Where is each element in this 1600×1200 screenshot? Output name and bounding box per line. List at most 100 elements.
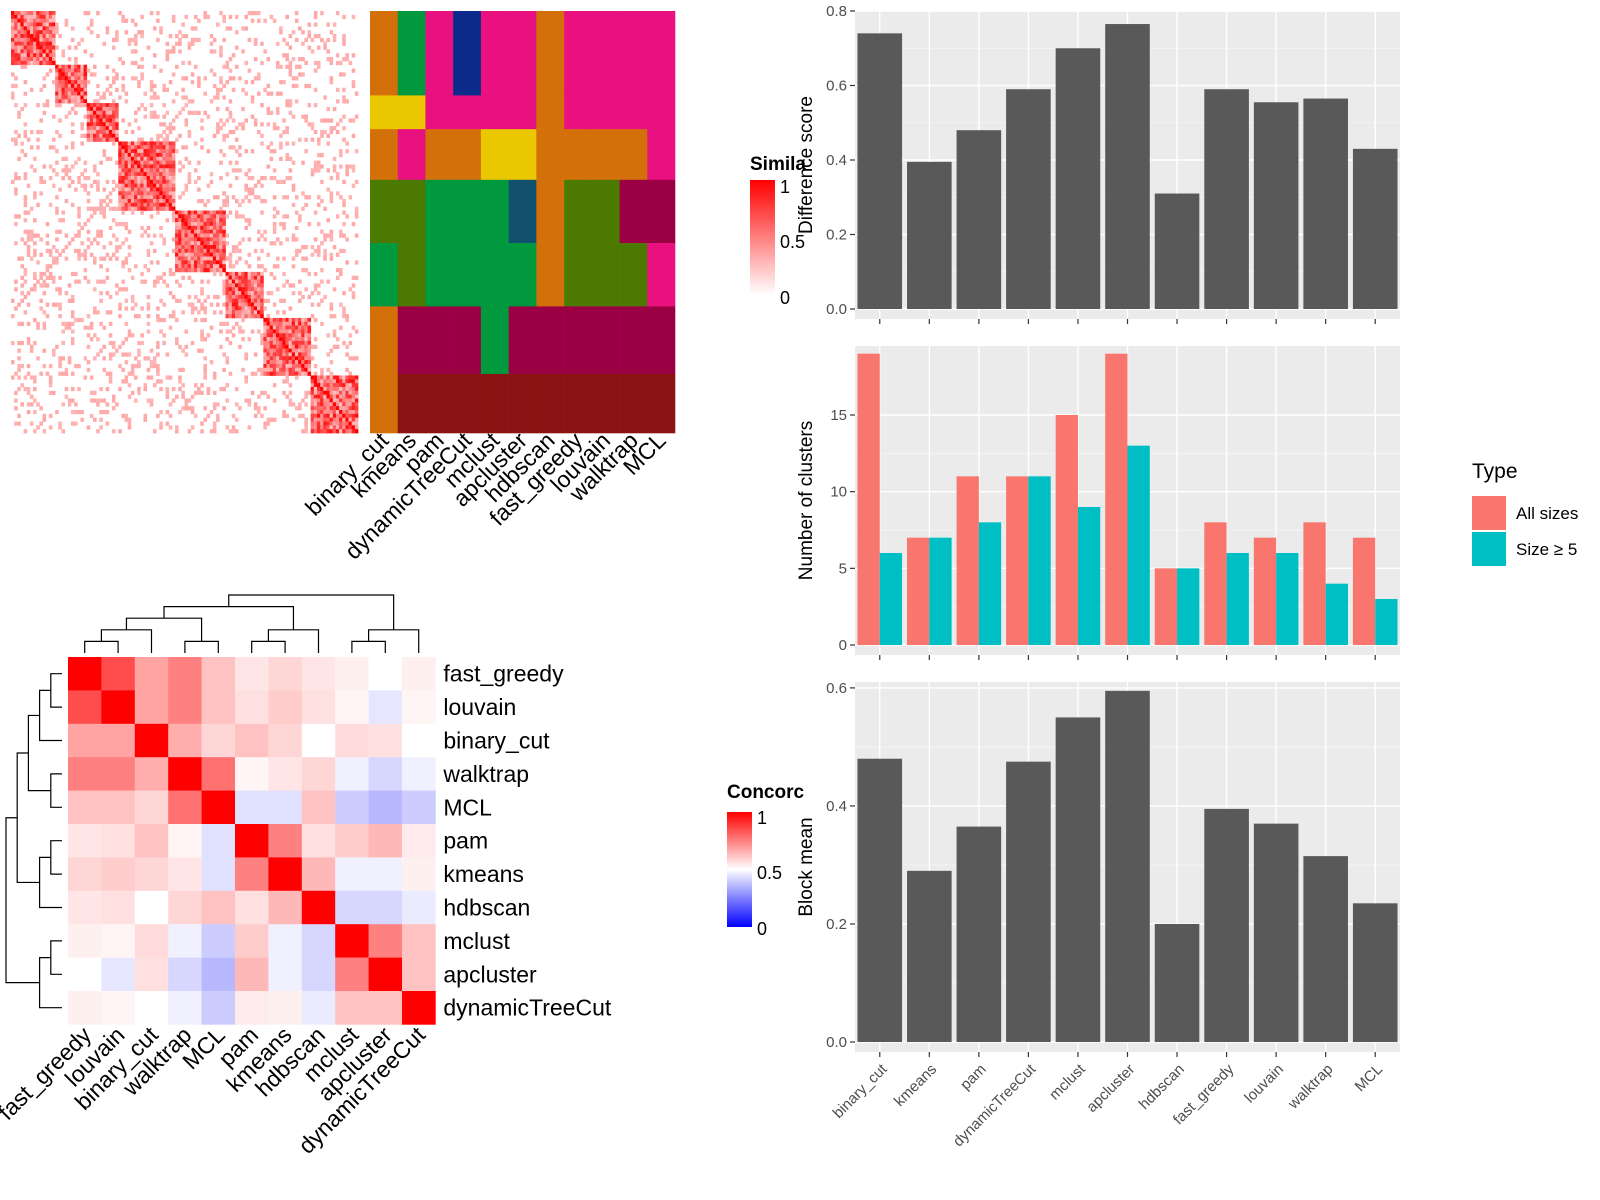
similarity-cell — [320, 402, 324, 407]
similarity-cell — [326, 133, 330, 138]
similarity-cell — [175, 214, 179, 219]
similarity-cell — [42, 14, 47, 20]
similarity-cell — [115, 122, 119, 127]
similarity-cell — [345, 429, 349, 434]
similarity-cell — [48, 49, 53, 54]
similarity-cell — [190, 248, 195, 254]
similarity-cell — [219, 222, 223, 227]
similarity-cell — [266, 325, 271, 330]
similarity-cell — [212, 222, 217, 227]
similarity-cell — [152, 53, 157, 58]
similarity-cell — [238, 344, 242, 349]
similarity-cell — [316, 413, 321, 419]
similarity-cell — [124, 156, 129, 162]
similarity-cell — [146, 252, 151, 257]
concordance-cell — [201, 690, 236, 725]
similarity-cell — [216, 222, 220, 227]
similarity-cell — [219, 53, 223, 58]
similarity-cell — [77, 386, 81, 392]
similarity-cell — [77, 409, 81, 415]
similarity-cell — [162, 141, 166, 146]
similarity-cell — [137, 195, 141, 200]
similarity-cell — [36, 356, 40, 361]
membership-cell — [425, 11, 454, 96]
similarity-cell — [105, 409, 110, 415]
similarity-cell — [304, 202, 308, 208]
similarity-cell — [222, 252, 226, 257]
similarity-cell — [310, 413, 315, 419]
similarity-cell — [216, 268, 220, 273]
similarity-cell — [260, 122, 264, 127]
membership-cell — [370, 11, 399, 96]
similarity-cell — [294, 348, 299, 353]
similarity-cell — [193, 264, 198, 269]
similarity-cell — [14, 191, 18, 196]
type-legend-title: Type — [1472, 460, 1518, 483]
similarity-cell — [17, 321, 21, 326]
similarity-cell — [335, 53, 340, 58]
similarity-cell — [348, 371, 353, 376]
similarity-cell — [282, 379, 286, 384]
similarity-cell — [86, 425, 91, 430]
similarity-cell — [111, 141, 116, 146]
similarity-cell — [332, 37, 337, 43]
similarity-cell — [36, 260, 40, 265]
similarity-cell — [326, 279, 330, 284]
similarity-cell — [342, 394, 346, 399]
similarity-cell — [111, 37, 116, 43]
similarity-cell — [105, 268, 110, 273]
similarity-cell — [181, 252, 185, 257]
similarity-cell — [266, 421, 271, 426]
similarity-cell — [339, 195, 343, 200]
similarity-cell — [17, 11, 21, 16]
similarity-cell — [288, 321, 293, 326]
similarity-cell — [301, 206, 305, 211]
similarity-cell — [14, 287, 18, 292]
similarity-cell — [102, 398, 107, 403]
similarity-cell — [279, 363, 283, 369]
similarity-cell — [26, 409, 31, 415]
similarity-cell — [127, 172, 132, 177]
similarity-cell — [342, 95, 346, 100]
similarity-cell — [291, 256, 296, 261]
similarity-cell — [313, 363, 318, 369]
similarity-cell — [219, 149, 223, 154]
similarity-cell — [285, 367, 289, 373]
similarity-cell — [86, 314, 91, 319]
similarity-cell — [339, 417, 343, 422]
similarity-cell — [33, 287, 37, 292]
similarity-cell — [260, 175, 264, 181]
similarity-cell — [130, 156, 135, 162]
similarity-cell — [263, 306, 267, 311]
similarity-cell — [93, 126, 97, 131]
x-tick-label: mclust — [1046, 1060, 1089, 1103]
concordance-cell — [235, 991, 269, 1025]
similarity-cell — [45, 45, 50, 50]
similarity-cell — [206, 210, 211, 215]
similarity-cell — [121, 210, 125, 215]
similarity-cell — [146, 225, 151, 231]
similarity-cell — [70, 91, 75, 96]
similarity-cell — [263, 229, 267, 234]
similarity-cell — [228, 429, 233, 434]
similarity-cell — [156, 260, 160, 265]
similarity-cell — [203, 214, 207, 219]
similarity-cell — [184, 260, 189, 265]
similarity-cell — [99, 198, 103, 204]
similarity-cell — [42, 325, 47, 330]
similarity-cell — [332, 22, 337, 27]
concordance-cell — [402, 991, 436, 1025]
similarity-cell — [26, 137, 31, 142]
similarity-cell — [33, 34, 37, 39]
similarity-cell — [29, 233, 34, 238]
similarity-cell — [266, 363, 271, 369]
similarity-cell — [228, 371, 233, 376]
similarity-cell — [36, 53, 40, 58]
concordance-cell — [268, 757, 303, 791]
similarity-cell — [23, 202, 28, 208]
similarity-cell — [74, 64, 78, 69]
similarity-cell — [231, 248, 236, 254]
similarity-cell — [130, 390, 135, 396]
similarity-cell — [55, 64, 59, 69]
x-tick-label: walktrap — [1284, 1061, 1336, 1113]
